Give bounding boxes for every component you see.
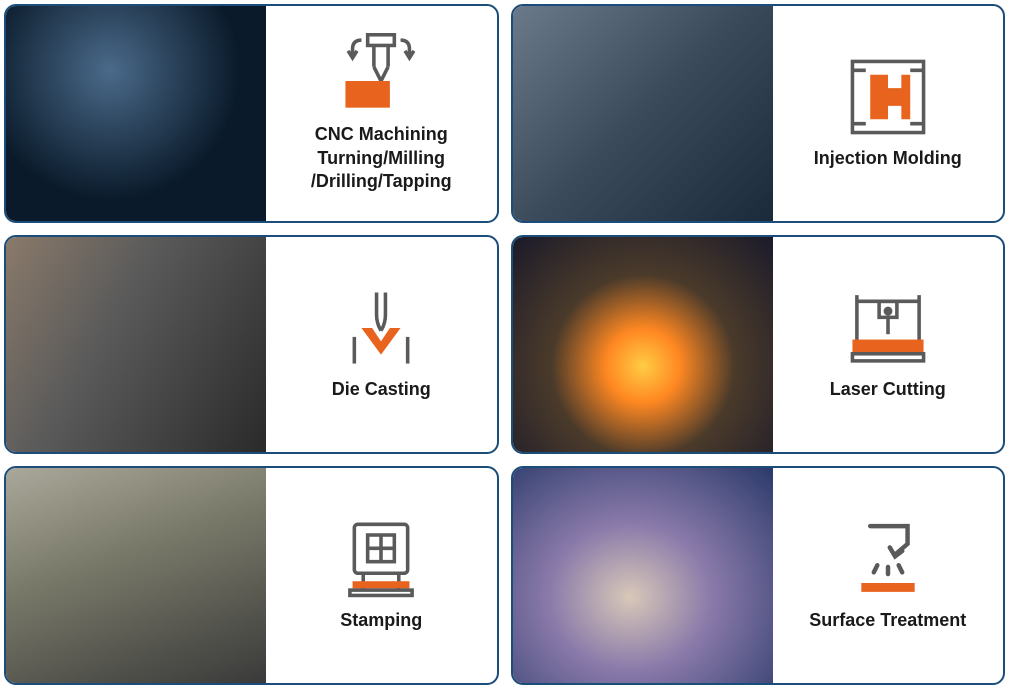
injection-molding-icon xyxy=(843,57,933,137)
service-card-diecast[interactable]: Die Casting xyxy=(4,235,499,454)
service-image-diecast xyxy=(6,237,266,452)
service-card-injection[interactable]: Injection Molding xyxy=(511,4,1006,223)
surface-treatment-icon xyxy=(843,519,933,599)
laser-cutting-icon xyxy=(843,288,933,368)
service-image-surface xyxy=(513,468,773,683)
service-image-stamping xyxy=(6,468,266,683)
stamping-icon xyxy=(336,519,426,599)
service-label: Die Casting xyxy=(332,378,431,401)
service-label: Laser Cutting xyxy=(830,378,946,401)
service-content-injection: Injection Molding xyxy=(773,6,1004,221)
service-label: Surface Treatment xyxy=(809,609,966,632)
service-label: CNC Machining Turning/Milling /Drilling/… xyxy=(311,123,452,193)
service-card-stamping[interactable]: Stamping xyxy=(4,466,499,685)
service-image-cnc xyxy=(6,6,266,221)
service-label: Injection Molding xyxy=(814,147,962,170)
service-content-stamping: Stamping xyxy=(266,468,497,683)
service-content-diecast: Die Casting xyxy=(266,237,497,452)
service-card-surface[interactable]: Surface Treatment xyxy=(511,466,1006,685)
service-image-laser xyxy=(513,237,773,452)
service-label: Stamping xyxy=(340,609,422,632)
service-content-laser: Laser Cutting xyxy=(773,237,1004,452)
service-card-cnc[interactable]: CNC Machining Turning/Milling /Drilling/… xyxy=(4,4,499,223)
service-content-surface: Surface Treatment xyxy=(773,468,1004,683)
service-card-laser[interactable]: Laser Cutting xyxy=(511,235,1006,454)
services-grid: CNC Machining Turning/Milling /Drilling/… xyxy=(4,4,1005,685)
die-casting-icon xyxy=(336,288,426,368)
cnc-machining-icon xyxy=(336,33,426,113)
service-image-injection xyxy=(513,6,773,221)
service-content-cnc: CNC Machining Turning/Milling /Drilling/… xyxy=(266,6,497,221)
